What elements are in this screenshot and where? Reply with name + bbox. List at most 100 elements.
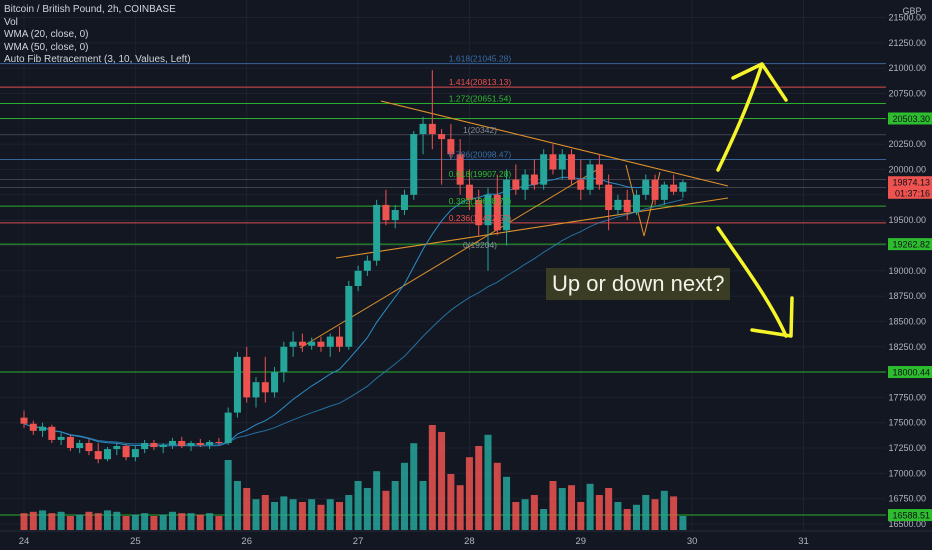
chart-legend: Bitcoin / British Pound, 2h, COINBASE Vo…: [4, 4, 191, 67]
candle-body: [94, 451, 102, 460]
volume-bar: [605, 488, 613, 530]
volume-bar: [419, 481, 427, 530]
candle-body: [187, 442, 195, 447]
volume-bar: [113, 511, 121, 530]
volume-bar: [66, 516, 74, 530]
volume-bar: [679, 516, 687, 530]
down-arrow-head: [750, 296, 794, 338]
volume-bar: [363, 488, 371, 530]
candle-body: [66, 436, 74, 449]
volume-bar: [354, 481, 362, 530]
volume-bar: [141, 513, 149, 530]
candle-body: [178, 440, 186, 447]
volume-bar: [243, 488, 251, 530]
question-callout: Up or down next?: [546, 268, 731, 300]
volume-bar: [187, 513, 195, 530]
volume-bar: [150, 516, 158, 530]
volume-bar: [503, 476, 511, 530]
candles: [20, 70, 687, 464]
candle-body: [512, 179, 520, 190]
volume-bar: [410, 443, 418, 530]
candle-body: [670, 184, 678, 192]
candle-body: [141, 442, 149, 450]
wma-50-label[interactable]: WMA (50, close, 0): [4, 41, 89, 53]
fib-indicator-label[interactable]: Auto Fib Retracement (3, 10, Values, Lef…: [4, 54, 191, 65]
fib-label: 1.272(20651.54): [449, 93, 512, 103]
fib-label: 0.236(19472.57): [449, 213, 512, 223]
candle-body: [428, 123, 436, 135]
candle-body: [354, 270, 362, 286]
price-tick-label: 17250.00: [888, 443, 926, 453]
price-label-bg: [888, 186, 932, 199]
volume-bar: [568, 485, 576, 530]
candle-body: [39, 426, 47, 431]
price-tick-label: 18250.00: [888, 342, 926, 352]
volume-bar: [428, 425, 436, 530]
time-axis[interactable]: 24 25 26 27 28 29 30 31: [0, 530, 932, 550]
volume-bar: [512, 502, 520, 530]
price-axis[interactable]: GBP21500.0021250.0021000.0020750.0020500…: [886, 0, 932, 550]
price-tick-label: 20250.00: [888, 139, 926, 149]
fib-label: 1.414(20813.13): [449, 77, 512, 87]
up-arrow-head: [731, 62, 788, 102]
volume-bar: [215, 516, 223, 530]
candle-body: [363, 260, 371, 271]
candle-body: [642, 179, 650, 195]
candle-body: [317, 341, 325, 347]
candle-body: [168, 440, 176, 446]
volume-bar: [530, 495, 538, 530]
volume-bar: [456, 485, 464, 530]
volume-bar: [447, 474, 455, 530]
price-tick-label: 19000.00: [888, 266, 926, 276]
volume-bar: [308, 499, 316, 530]
lower-trendline[interactable]: [335, 197, 729, 259]
volume-indicator-label[interactable]: Vol: [4, 16, 18, 28]
price-label-bg: [888, 112, 932, 125]
candle-body: [113, 446, 121, 450]
time-tick-label: 30: [687, 536, 698, 547]
candle-body: [586, 164, 594, 190]
volume-bar: [493, 462, 501, 530]
candle-body: [131, 449, 139, 458]
upper-trendline[interactable]: [380, 100, 729, 187]
volume-bar: [76, 514, 84, 530]
candle-body: [289, 341, 297, 347]
candle-body: [345, 285, 353, 347]
wma-20-label[interactable]: WMA (20, close, 0): [4, 29, 89, 40]
fib-labels: 1.618(21045.28) 1.414(20813.13) 1.272(2065…: [449, 54, 512, 251]
wma-50-line: [23, 199, 684, 445]
candle-body: [298, 341, 306, 346]
candle-body: [20, 417, 28, 424]
volume-bar: [326, 499, 334, 530]
candle-body: [215, 441, 223, 443]
symbol-title[interactable]: Bitcoin / British Pound, 2h, COINBASE: [4, 4, 176, 15]
candle-body: [614, 199, 622, 210]
volume-bar: [29, 511, 37, 530]
price-tick-label: 21000.00: [888, 63, 926, 73]
volume-bar: [94, 513, 102, 530]
candle-body: [122, 446, 130, 458]
fib-label: 0.786(20098.47): [449, 150, 512, 160]
candle-body: [104, 449, 112, 460]
annotations: [716, 62, 794, 338]
candle-body: [475, 199, 483, 226]
candle-body: [651, 179, 659, 200]
volume-bar: [400, 462, 408, 530]
candle-body: [558, 154, 566, 170]
volume-bar: [131, 514, 139, 530]
volume-bar: [39, 510, 47, 530]
price-tick-label: 17000.00: [888, 468, 926, 478]
volume-bar: [577, 502, 585, 530]
volume-bar: [122, 516, 130, 530]
volume-bar: [623, 509, 631, 530]
candle-body: [382, 204, 390, 221]
volume-bar: [298, 502, 306, 530]
time-tick-label: 26: [241, 536, 252, 547]
price-label: 16588.51: [892, 511, 930, 521]
volume-bar: [465, 457, 473, 530]
volume-bar: [159, 514, 167, 530]
candle-body: [400, 194, 408, 210]
candle-body: [465, 184, 473, 200]
candle-body: [623, 199, 631, 213]
